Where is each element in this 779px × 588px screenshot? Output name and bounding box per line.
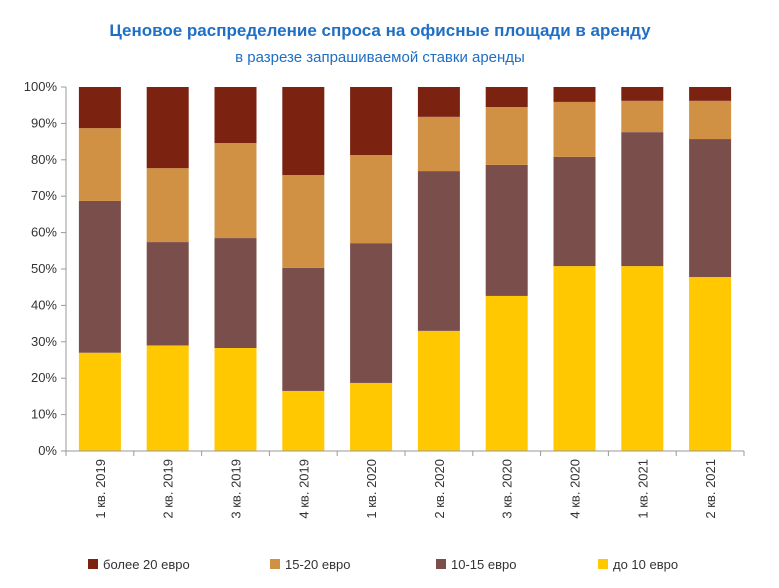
y-tick-label: 20%	[31, 370, 57, 385]
y-tick-label: 80%	[31, 152, 57, 167]
bar-segment-более-20-евро	[282, 87, 325, 176]
bar-segment-до-10-евро	[621, 266, 664, 451]
y-tick-label: 0%	[38, 443, 57, 458]
y-tick-label: 30%	[31, 334, 57, 349]
bar-segment-15-20-евро	[553, 101, 596, 157]
legend-swatch	[88, 559, 98, 569]
bar-segment-10-15-евро	[485, 164, 528, 296]
x-tick-label: 1 кв. 2020	[364, 459, 379, 519]
y-axis: 0% 10% 20% 30% 40% 50% 60% 70% 80% 90% 100%	[24, 79, 67, 458]
bar-segment-10-15-евро	[621, 132, 664, 267]
y-tick-label: 10%	[31, 407, 57, 422]
bar-segment-15-20-евро	[146, 168, 189, 243]
x-tick-label: 1 кв. 2021	[635, 459, 650, 519]
legend-swatch	[436, 559, 446, 569]
bar-segment-до-10-евро	[214, 347, 257, 451]
bar-segment-до-10-евро	[282, 390, 325, 451]
bar-segment-15-20-евро	[689, 100, 732, 140]
x-tick-label: 2 кв. 2021	[703, 459, 718, 519]
bar-segment-до-10-евро	[350, 382, 393, 451]
x-tick-label: 2 кв. 2020	[432, 459, 447, 519]
legend-label: до 10 евро	[613, 557, 678, 572]
bar-segment-до-10-евро	[146, 345, 189, 451]
x-tick-label: 4 кв. 2019	[296, 459, 311, 519]
bar-segment-15-20-евро	[417, 116, 460, 172]
y-tick-label: 40%	[31, 297, 57, 312]
bar-segment-до-10-евро	[553, 266, 596, 451]
bar-segment-более-20-евро	[78, 87, 121, 129]
bar-segment-15-20-евро	[350, 155, 393, 244]
legend-label: 15-20 евро	[285, 557, 350, 572]
chart-subtitle: в разрезе запрашиваемой ставки аренды	[235, 49, 525, 66]
bar-segment-10-15-евро	[350, 243, 393, 383]
bar-segment-10-15-евро	[78, 200, 121, 353]
bar-segment-более-20-евро	[146, 87, 189, 169]
bar-segment-более-20-евро	[689, 87, 732, 101]
x-tick-label: 3 кв. 2020	[500, 459, 515, 519]
x-tick-label: 2 кв. 2019	[161, 459, 176, 519]
legend-swatch	[270, 559, 280, 569]
bar-segment-более-20-евро	[553, 87, 596, 102]
bar-segment-10-15-евро	[146, 242, 189, 346]
bar-segment-более-20-евро	[417, 87, 460, 117]
bar-segment-15-20-евро	[214, 143, 257, 239]
bar-segment-более-20-евро	[350, 87, 393, 156]
bar-segment-15-20-евро	[282, 175, 325, 268]
bar-segment-до-10-евро	[417, 330, 460, 451]
x-axis: 1 кв. 2019 2 кв. 2019 3 кв. 2019 4 кв. 2019…	[65, 450, 745, 519]
bar-segment-до-10-евро	[689, 277, 732, 451]
bar-segment-до-10-евро	[485, 295, 528, 451]
y-tick-label: 50%	[31, 261, 57, 276]
chart-title: Ценовое распределение спроса на офисные …	[109, 21, 651, 40]
bars	[78, 87, 732, 451]
bar-segment-15-20-евро	[78, 128, 121, 201]
legend-label: более 20 евро	[103, 557, 190, 572]
x-tick-label: 4 кв. 2020	[568, 459, 583, 519]
legend: более 20 евро 15-20 евро 10-15 евро до 10 е…	[88, 557, 678, 572]
bar-segment-10-15-евро	[553, 156, 596, 267]
legend-label: 10-15 евро	[451, 557, 516, 572]
x-tick-label: 3 кв. 2019	[229, 459, 244, 519]
y-tick-label: 100%	[24, 79, 58, 94]
bar-segment-более-20-евро	[621, 87, 664, 101]
bar-segment-15-20-евро	[621, 100, 664, 133]
bar-segment-10-15-евро	[214, 238, 257, 348]
bar-segment-более-20-евро	[485, 87, 528, 108]
legend-swatch	[598, 559, 608, 569]
bar-segment-до-10-евро	[78, 352, 121, 451]
bar-segment-10-15-евро	[689, 139, 732, 278]
x-tick-label: 1 кв. 2019	[93, 459, 108, 519]
bar-segment-15-20-евро	[485, 107, 528, 165]
y-tick-label: 70%	[31, 188, 57, 203]
y-tick-label: 60%	[31, 225, 57, 240]
bar-segment-более-20-евро	[214, 87, 257, 144]
bar-segment-10-15-евро	[417, 171, 460, 331]
y-tick-label: 90%	[31, 115, 57, 130]
bar-segment-10-15-евро	[282, 267, 325, 391]
